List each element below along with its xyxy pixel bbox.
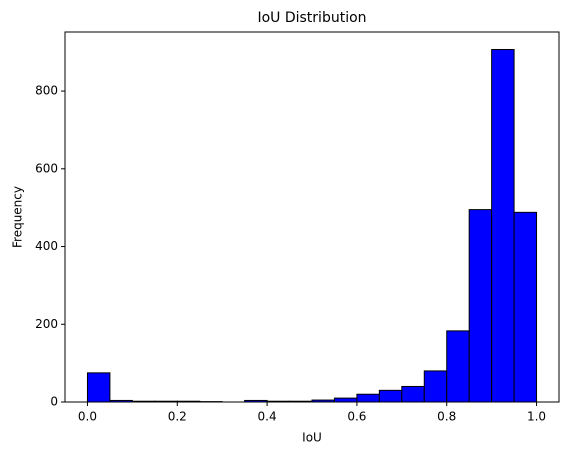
- y-axis-label: Frequency: [11, 186, 25, 248]
- bar: [333, 397, 358, 403]
- y-tick-label: 600: [35, 161, 58, 175]
- y-tick-label: 400: [35, 239, 58, 253]
- bar: [356, 393, 380, 403]
- y-tick-label: 200: [35, 317, 58, 331]
- x-axis-label: IoU: [302, 431, 322, 445]
- bar: [513, 211, 538, 403]
- axes-frame: [64, 31, 560, 403]
- bar: [491, 48, 515, 403]
- x-tick-label: 0.6: [347, 410, 366, 424]
- bar: [86, 372, 111, 403]
- x-tick-label: 1.0: [527, 410, 546, 424]
- bar: [468, 209, 493, 403]
- bar: [401, 385, 425, 403]
- x-tick-label: 0.4: [258, 410, 277, 424]
- x-tick-label: 0.2: [168, 410, 187, 424]
- y-tick-label: 800: [35, 84, 58, 98]
- x-tick-label: 0.0: [78, 410, 97, 424]
- chart-title: IoU Distribution: [257, 10, 366, 26]
- y-tick-label: 0: [50, 395, 58, 409]
- bar: [378, 389, 403, 403]
- bar: [446, 330, 470, 403]
- x-tick-label: 0.8: [437, 410, 456, 424]
- bar: [423, 370, 448, 403]
